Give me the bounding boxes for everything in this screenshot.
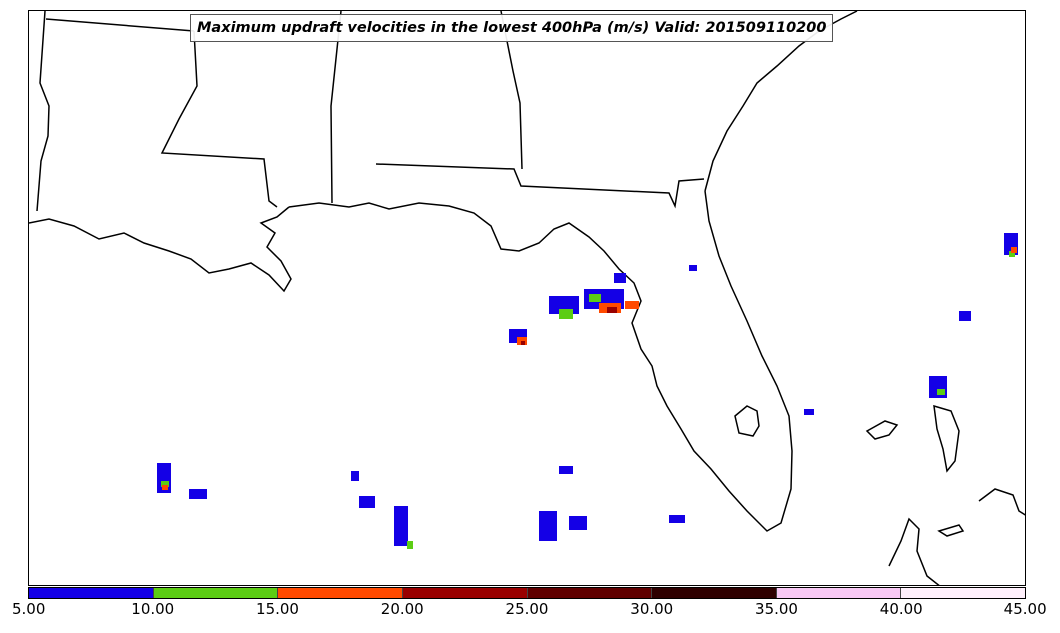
border-ms-al [160, 30, 278, 208]
cuba-coast [888, 517, 940, 585]
colorbar [28, 587, 1026, 599]
updraft-cells [157, 233, 1018, 549]
colorbar-segment [153, 588, 279, 598]
colorbar-tick-label: 35.00 [755, 600, 798, 618]
basemap [29, 11, 1025, 585]
colorbar-segment [29, 588, 154, 598]
map-area [28, 10, 1026, 586]
border-al-fl [375, 163, 705, 209]
colorbar-ticks: 5.00 10.00 15.00 20.00 25.00 30.00 35.00 40.00 4… [0, 600, 1060, 630]
colorbar-tick-label: 30.00 [630, 600, 674, 618]
colorbar-segment [402, 588, 528, 598]
coastline-and-borders [29, 11, 1025, 585]
colorbar-segment [901, 588, 1025, 598]
la-coast [29, 206, 292, 293]
border-la-ms [36, 11, 50, 212]
lake-okeechobee [734, 405, 760, 437]
colorbar-tick-label: 10.00 [131, 600, 175, 618]
colorbar-tick-label: 25.00 [505, 600, 549, 618]
caribbean-island [978, 488, 1025, 516]
grand-bahama [933, 404, 960, 473]
colorbar-segment [278, 588, 403, 598]
border-al-ga [330, 11, 342, 204]
colorbar-segment [527, 588, 653, 598]
colorbar-tick-label: 5.00 [11, 600, 46, 618]
andros-island [865, 420, 899, 440]
gulf-coast [288, 190, 793, 532]
colorbar-tick-label: 45.00 [1003, 600, 1047, 618]
colorbar-tick-label: 40.00 [879, 600, 923, 618]
colorbar-tick-label: 20.00 [380, 600, 424, 618]
small-island [937, 524, 965, 537]
map-title: Maximum updraft velocities in the lowest… [190, 14, 834, 42]
colorbar-tick-label: 15.00 [256, 600, 299, 618]
colorbar-segment [652, 588, 777, 598]
border-ms-al-north [45, 18, 195, 32]
colorbar-segment [776, 588, 902, 598]
